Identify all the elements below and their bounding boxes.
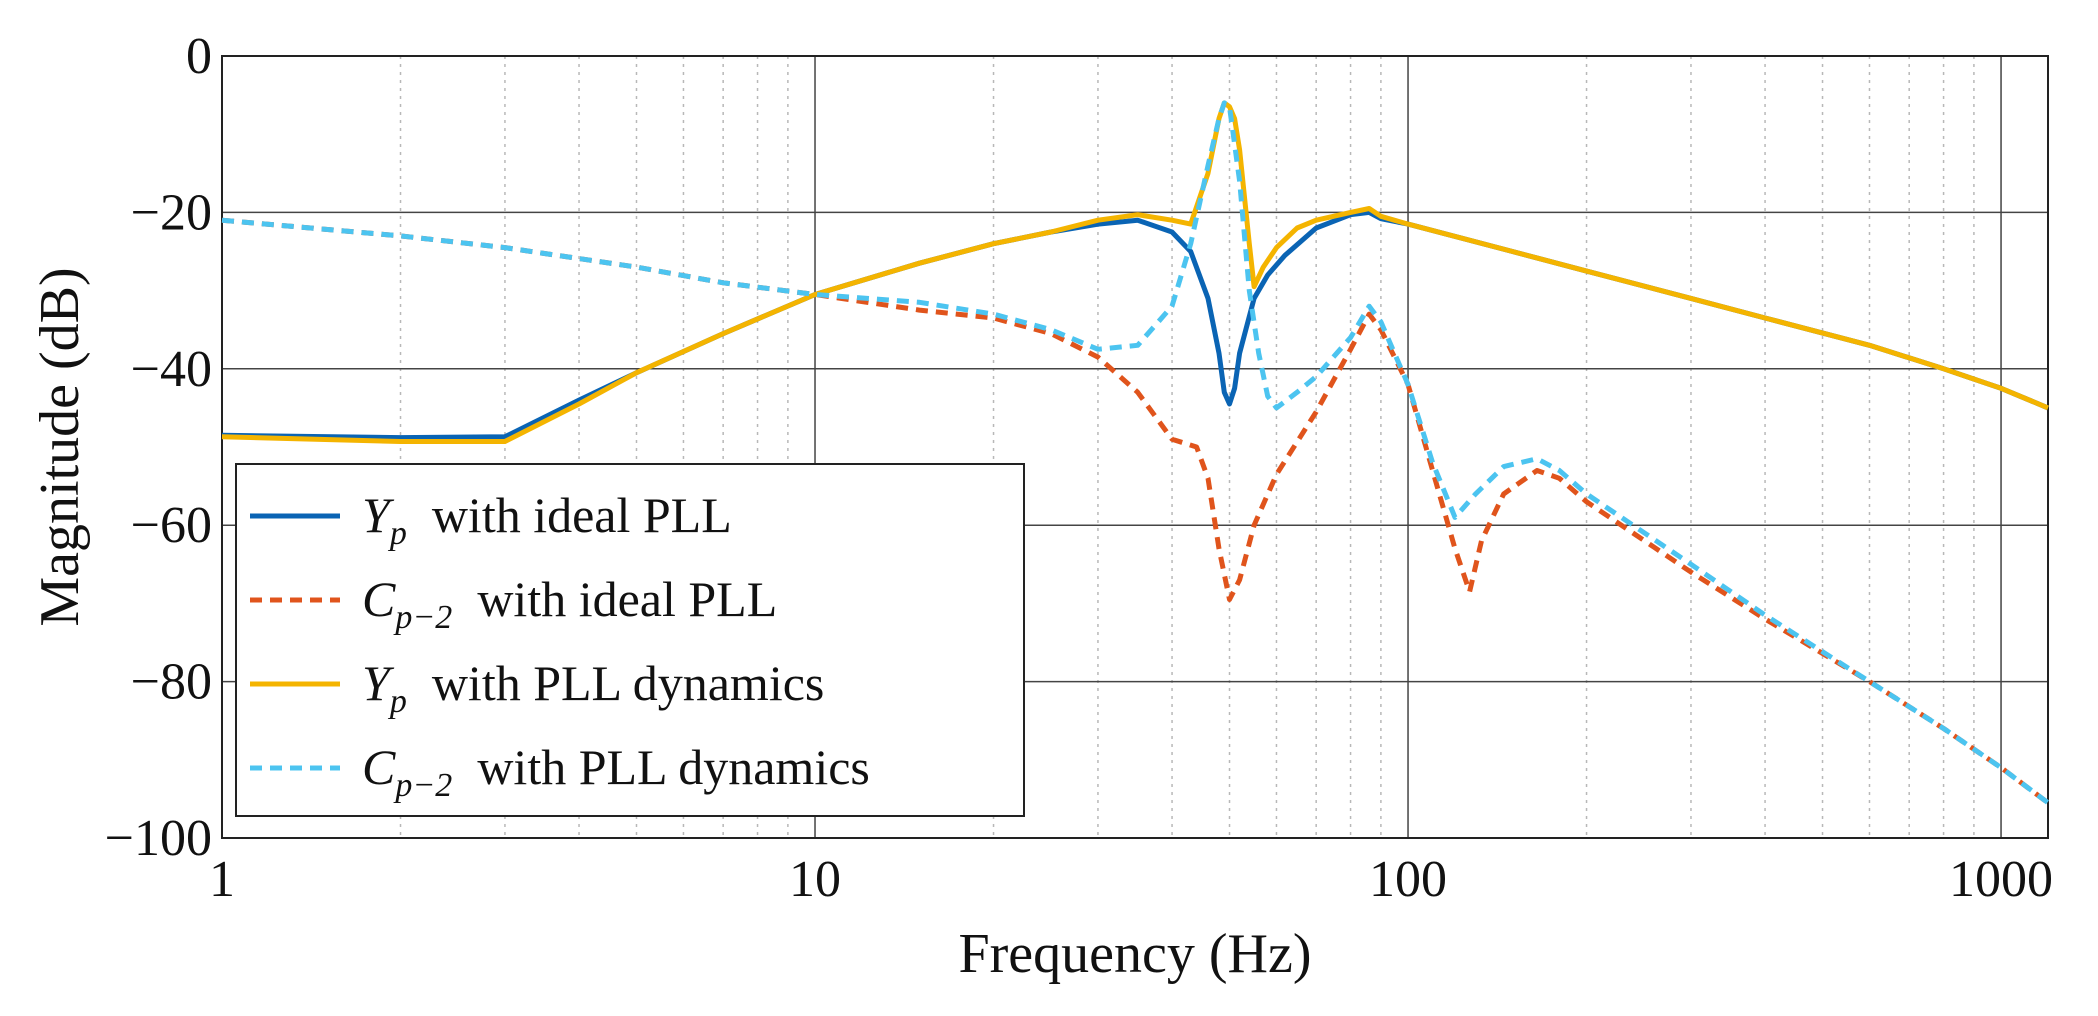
x-tick-label: 1000 — [1949, 851, 2053, 908]
legend-symbol: Y — [362, 487, 395, 543]
series-layer — [221, 100, 2050, 805]
legend-symbol: C — [362, 571, 396, 627]
legend-subscript: p — [388, 515, 407, 552]
x-tick-label: 100 — [1369, 851, 1447, 908]
y-axis-label: Magnitude (dB) — [29, 267, 91, 626]
minor-grid — [399, 56, 1975, 838]
x-axis-label: Frequency (Hz) — [959, 923, 1312, 985]
y-tick-label: −80 — [131, 654, 212, 711]
legend-text: with ideal PLL — [407, 487, 732, 543]
legend-label-3: Yp with PLL dynamics — [362, 655, 824, 720]
legend-subscript: p — [388, 683, 407, 720]
x-ticks: 1 10 100 1000 — [209, 851, 2053, 908]
legend-subscript: p−2 — [393, 767, 452, 804]
y-tick-label: −40 — [131, 341, 212, 398]
legend-label-1: Yp with ideal PLL — [362, 487, 732, 552]
y-tick-label: −20 — [131, 184, 212, 241]
legend-symbol: C — [362, 739, 396, 795]
plot-frame — [221, 55, 2049, 839]
x-tick-label: 10 — [789, 851, 841, 908]
legend-label-2: Cp−2 with ideal PLL — [362, 571, 777, 636]
y-tick-label: −60 — [131, 497, 212, 554]
legend-text: with PLL dynamics — [452, 739, 870, 795]
y-ticks: 0 −20 −40 −60 −80 −100 — [105, 28, 212, 867]
legend-text: with ideal PLL — [452, 571, 777, 627]
series-line-1 — [221, 209, 2049, 441]
legend-symbol: Y — [362, 655, 395, 711]
legend-text: with PLL dynamics — [407, 655, 825, 711]
legend-label-4: Cp−2 with PLL dynamics — [362, 739, 870, 804]
series-line-4 — [221, 100, 2050, 805]
x-tick-label: 1 — [209, 851, 235, 908]
legend-box — [235, 463, 1025, 817]
y-tick-label: 0 — [186, 28, 212, 85]
series-line-3 — [221, 100, 2049, 444]
y-tick-label: −100 — [105, 810, 212, 867]
legend-subscript: p−2 — [393, 599, 452, 636]
